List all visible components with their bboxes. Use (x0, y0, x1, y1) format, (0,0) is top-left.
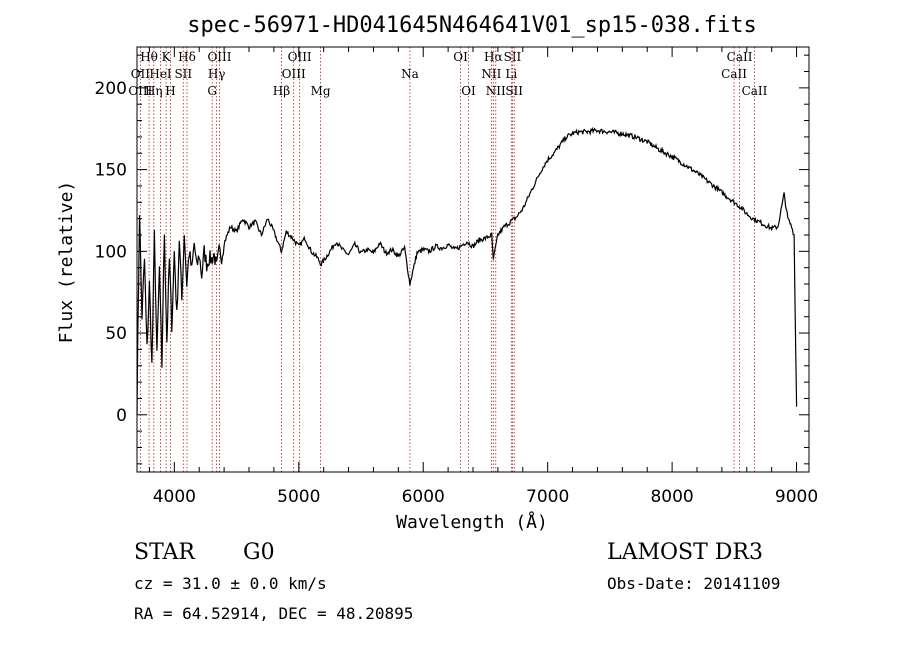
x-tick-label: 4000 (153, 487, 196, 507)
object-subclass: G0 (243, 540, 275, 565)
spectral-line-label: NII (486, 84, 506, 98)
spectral-line-label: CaII (742, 84, 768, 98)
y-axis-ticks: 0 50 100 150 200 (95, 54, 809, 465)
object-type: STAR (134, 540, 195, 565)
spectral-line-label: HeI (149, 67, 172, 81)
plot-frame (136, 46, 810, 473)
spectral-line-label: SII (504, 50, 522, 64)
y-tick-label: 0 (116, 406, 127, 426)
spectral-line-label: Hγ (208, 67, 226, 81)
coordinates: RA = 64.52914, DEC = 48.20895 (134, 604, 414, 623)
x-tick-label: 8000 (650, 487, 693, 507)
x-axis-label: Wavelength (Å) (396, 511, 548, 533)
redshift-readout: cz = 31.0 ± 0.0 km/s (134, 574, 327, 593)
spectral-line-label: Hθ (140, 50, 158, 64)
spectral-line-label: Na (401, 67, 419, 81)
y-axis-label: Flux (relative) (56, 181, 77, 344)
y-tick-label: 150 (95, 161, 127, 181)
spectral-line-label: SII (174, 67, 192, 81)
spectral-line-label: G (207, 84, 217, 98)
spectral-line-label: CaII (721, 67, 747, 81)
x-tick-label: 6000 (402, 487, 445, 507)
spectral-line-label: Hβ (273, 84, 290, 98)
spectral-line-label: CaII (727, 50, 753, 64)
x-tick-label: 7000 (526, 487, 569, 507)
spectral-line-label: K (162, 50, 172, 64)
spectral-line-label: OIII (288, 50, 312, 64)
y-tick-label: 100 (95, 242, 127, 262)
spectral-line-label: SII (505, 84, 523, 98)
spectral-line-label: OIII (207, 50, 231, 64)
x-axis-ticks: 4000 5000 6000 7000 8000 9000 (148, 47, 818, 507)
spectral-line-label: Mg (311, 84, 331, 98)
spectral-line-label: OI (453, 50, 468, 64)
flux-series-line (136, 126, 798, 415)
spectral-line-label: OIII (282, 67, 306, 81)
spectral-line-label: NII (481, 67, 501, 81)
spectral-line-label: H (165, 84, 175, 98)
y-tick-label: 50 (105, 324, 127, 344)
spectral-line-label: Hη (145, 84, 163, 98)
survey-name: LAMOST DR3 (607, 540, 763, 565)
chart-title: spec-56971-HD041645N464641V01_sp15-038.f… (187, 13, 757, 38)
spectral-line-label: Li (505, 67, 517, 81)
obs-date: Obs-Date: 20141109 (607, 574, 781, 593)
spectral-line-label: Hδ (178, 50, 196, 64)
x-tick-label: 9000 (775, 487, 818, 507)
spectral-line-label: OII (131, 67, 151, 81)
x-tick-label: 5000 (277, 487, 320, 507)
spectral-line-label: OI (461, 84, 476, 98)
spectral-line-label: Hα (484, 50, 503, 64)
y-tick-label: 200 (95, 79, 127, 99)
